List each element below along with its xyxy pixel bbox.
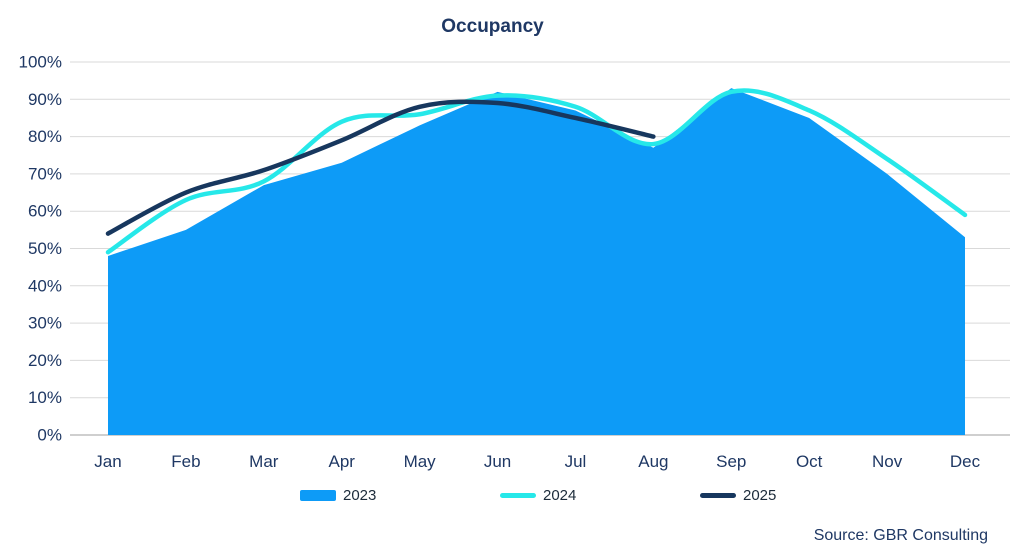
series-line-2024 xyxy=(105,88,968,255)
y-tick-label-0: 0% xyxy=(37,426,62,445)
x-tick-label-aug: Aug xyxy=(638,452,668,471)
series-line-2025 xyxy=(105,99,656,236)
y-tick-label-100: 100% xyxy=(19,53,62,72)
x-tick-label-nov: Nov xyxy=(872,452,903,471)
legend-item-2025: 2025 xyxy=(700,487,776,504)
y-tick-label-50: 50% xyxy=(28,239,62,258)
y-tick-label-30: 30% xyxy=(28,314,62,333)
legend-label-2023: 2023 xyxy=(343,487,377,504)
legend-swatch-2024 xyxy=(500,493,536,498)
x-tick-label-jan: Jan xyxy=(94,452,121,471)
y-tick-label-40: 40% xyxy=(28,276,62,295)
y-tick-label-20: 20% xyxy=(28,351,62,370)
x-tick-label-may: May xyxy=(404,452,437,471)
source-note: Source: GBR Consulting xyxy=(813,527,988,544)
legend-item-2024: 2024 xyxy=(500,487,576,504)
y-tick-label-90: 90% xyxy=(28,90,62,109)
y-tick-label-60: 60% xyxy=(28,202,62,221)
chart-legend: 2023 2024 2025 xyxy=(0,487,1024,509)
x-tick-label-apr: Apr xyxy=(328,452,355,471)
chart-plot-area: 0% 10% 20% 30% 40% 50% 60% 70% 80% 90% 100% Jan Feb M… xyxy=(19,53,1010,471)
x-tick-label-sep: Sep xyxy=(716,452,746,471)
legend-swatch-2025 xyxy=(700,493,736,498)
chart-title: Occupancy xyxy=(441,16,544,37)
legend-label-2025: 2025 xyxy=(743,487,777,504)
legend-item-2023: 2023 xyxy=(300,487,376,504)
legend-swatch-2023 xyxy=(300,490,336,501)
x-tick-label-oct: Oct xyxy=(796,452,823,471)
legend-label-2024: 2024 xyxy=(543,487,577,504)
y-tick-label-80: 80% xyxy=(28,127,62,146)
x-tick-label-jun: Jun xyxy=(484,452,511,471)
x-tick-label-dec: Dec xyxy=(950,452,981,471)
series-area-2023 xyxy=(108,88,965,436)
x-tick-label-jul: Jul xyxy=(565,452,587,471)
x-tick-label-mar: Mar xyxy=(249,452,279,471)
x-tick-label-feb: Feb xyxy=(171,452,200,471)
y-tick-label-70: 70% xyxy=(28,164,62,183)
y-tick-label-10: 10% xyxy=(28,388,62,407)
